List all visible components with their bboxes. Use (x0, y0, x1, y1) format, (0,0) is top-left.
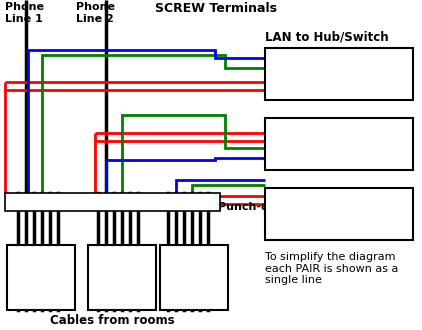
Bar (88, 245, 156, 310)
Bar (265, 48, 413, 100)
Bar (265, 188, 413, 240)
Text: Punch-down block: Punch-down block (218, 202, 332, 212)
Bar (7, 245, 75, 310)
Bar (5, 193, 220, 211)
Text: Phone
Line 2: Phone Line 2 (76, 2, 115, 24)
Bar (265, 118, 413, 170)
Text: Cables from rooms: Cables from rooms (50, 314, 174, 327)
Bar (160, 245, 228, 310)
Text: LAN to Hub/Switch: LAN to Hub/Switch (265, 30, 389, 43)
Text: SCREW Terminals: SCREW Terminals (155, 2, 277, 15)
Text: To simplify the diagram
each PAIR is shown as a
single line: To simplify the diagram each PAIR is sho… (265, 252, 398, 285)
Text: Phone
Line 1: Phone Line 1 (5, 2, 44, 24)
